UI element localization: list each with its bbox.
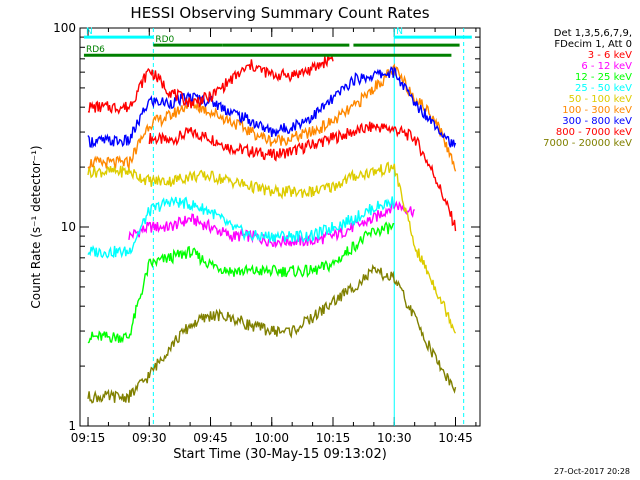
legend-item-100-300-kev: 100 - 300 keV <box>562 105 632 116</box>
legend-item-300-800-kev: 300 - 800 keV <box>562 116 632 127</box>
date-stamp: 27-Oct-2017 20:28 <box>554 467 630 476</box>
series-line-12-25-kev <box>87 221 395 344</box>
legend-item-6-12-kev: 6 - 12 keV <box>581 61 632 72</box>
x-tick-label-10-30: 10:30 <box>377 431 412 445</box>
legend-item-25-50-kev: 25 - 50 keV <box>574 83 632 94</box>
plot-frame <box>79 27 481 427</box>
mode-bar-label-rd0: RD0 <box>155 35 174 45</box>
series-line-6-12-kev <box>128 199 415 249</box>
y-tick-label-1: 1 <box>68 419 76 433</box>
x-tick-label-10-45: 10:45 <box>438 431 473 445</box>
y-tick-label-10: 10 <box>61 220 76 234</box>
series-line-25-50-kev <box>87 196 395 259</box>
x-tick-label-10-00: 10:00 <box>254 431 289 445</box>
series-line-800-7000-kev-seg-0 <box>87 54 334 115</box>
legend-item-12-25-kev: 12 - 25 keV <box>574 72 632 83</box>
series-line-3-6-kev <box>148 121 457 232</box>
chart-legend: Det 1,3,5,6,7,9, FDecim 1, Att 0 3 - 6 k… <box>472 28 632 149</box>
mode-bar-label-n: N <box>86 27 93 37</box>
chart-title: HESSI Observing Summary Count Rates <box>130 4 430 22</box>
legend-header-line-2: FDecim 1, Att 0 <box>554 39 632 50</box>
x-tick-label-09-45: 09:45 <box>193 431 228 445</box>
legend-item-800-7000-kev: 800 - 7000 keV <box>555 127 632 138</box>
series-line-7000-20000-kev <box>87 263 457 404</box>
y-tick-label-100: 100 <box>53 21 76 35</box>
legend-item-7000-20000-kev: 7000 - 20000 keV <box>543 138 632 149</box>
series-line-100-300-kev <box>87 63 457 172</box>
series-line-300-800-kev <box>87 66 457 149</box>
mode-bar-label-rd6: RD6 <box>86 45 105 55</box>
series-line-50-100-kev <box>87 161 457 334</box>
mode-bar-label-n: N <box>396 27 403 37</box>
x-tick-label-09-30: 09:30 <box>132 431 167 445</box>
legend-header-line-1: Det 1,3,5,6,7,9, <box>553 28 632 39</box>
legend-item-50-100-kev: 50 - 100 keV <box>568 94 632 105</box>
y-axis-label: Count Rate (s⁻¹ detector⁻¹) <box>29 145 43 308</box>
x-axis-label: Start Time (30-May-15 09:13:02) <box>173 447 387 462</box>
x-tick-label-10-15: 10:15 <box>316 431 351 445</box>
legend-item-3-6-kev: 3 - 6 keV <box>587 50 632 61</box>
x-tick-label-09-15: 09:15 <box>71 431 106 445</box>
